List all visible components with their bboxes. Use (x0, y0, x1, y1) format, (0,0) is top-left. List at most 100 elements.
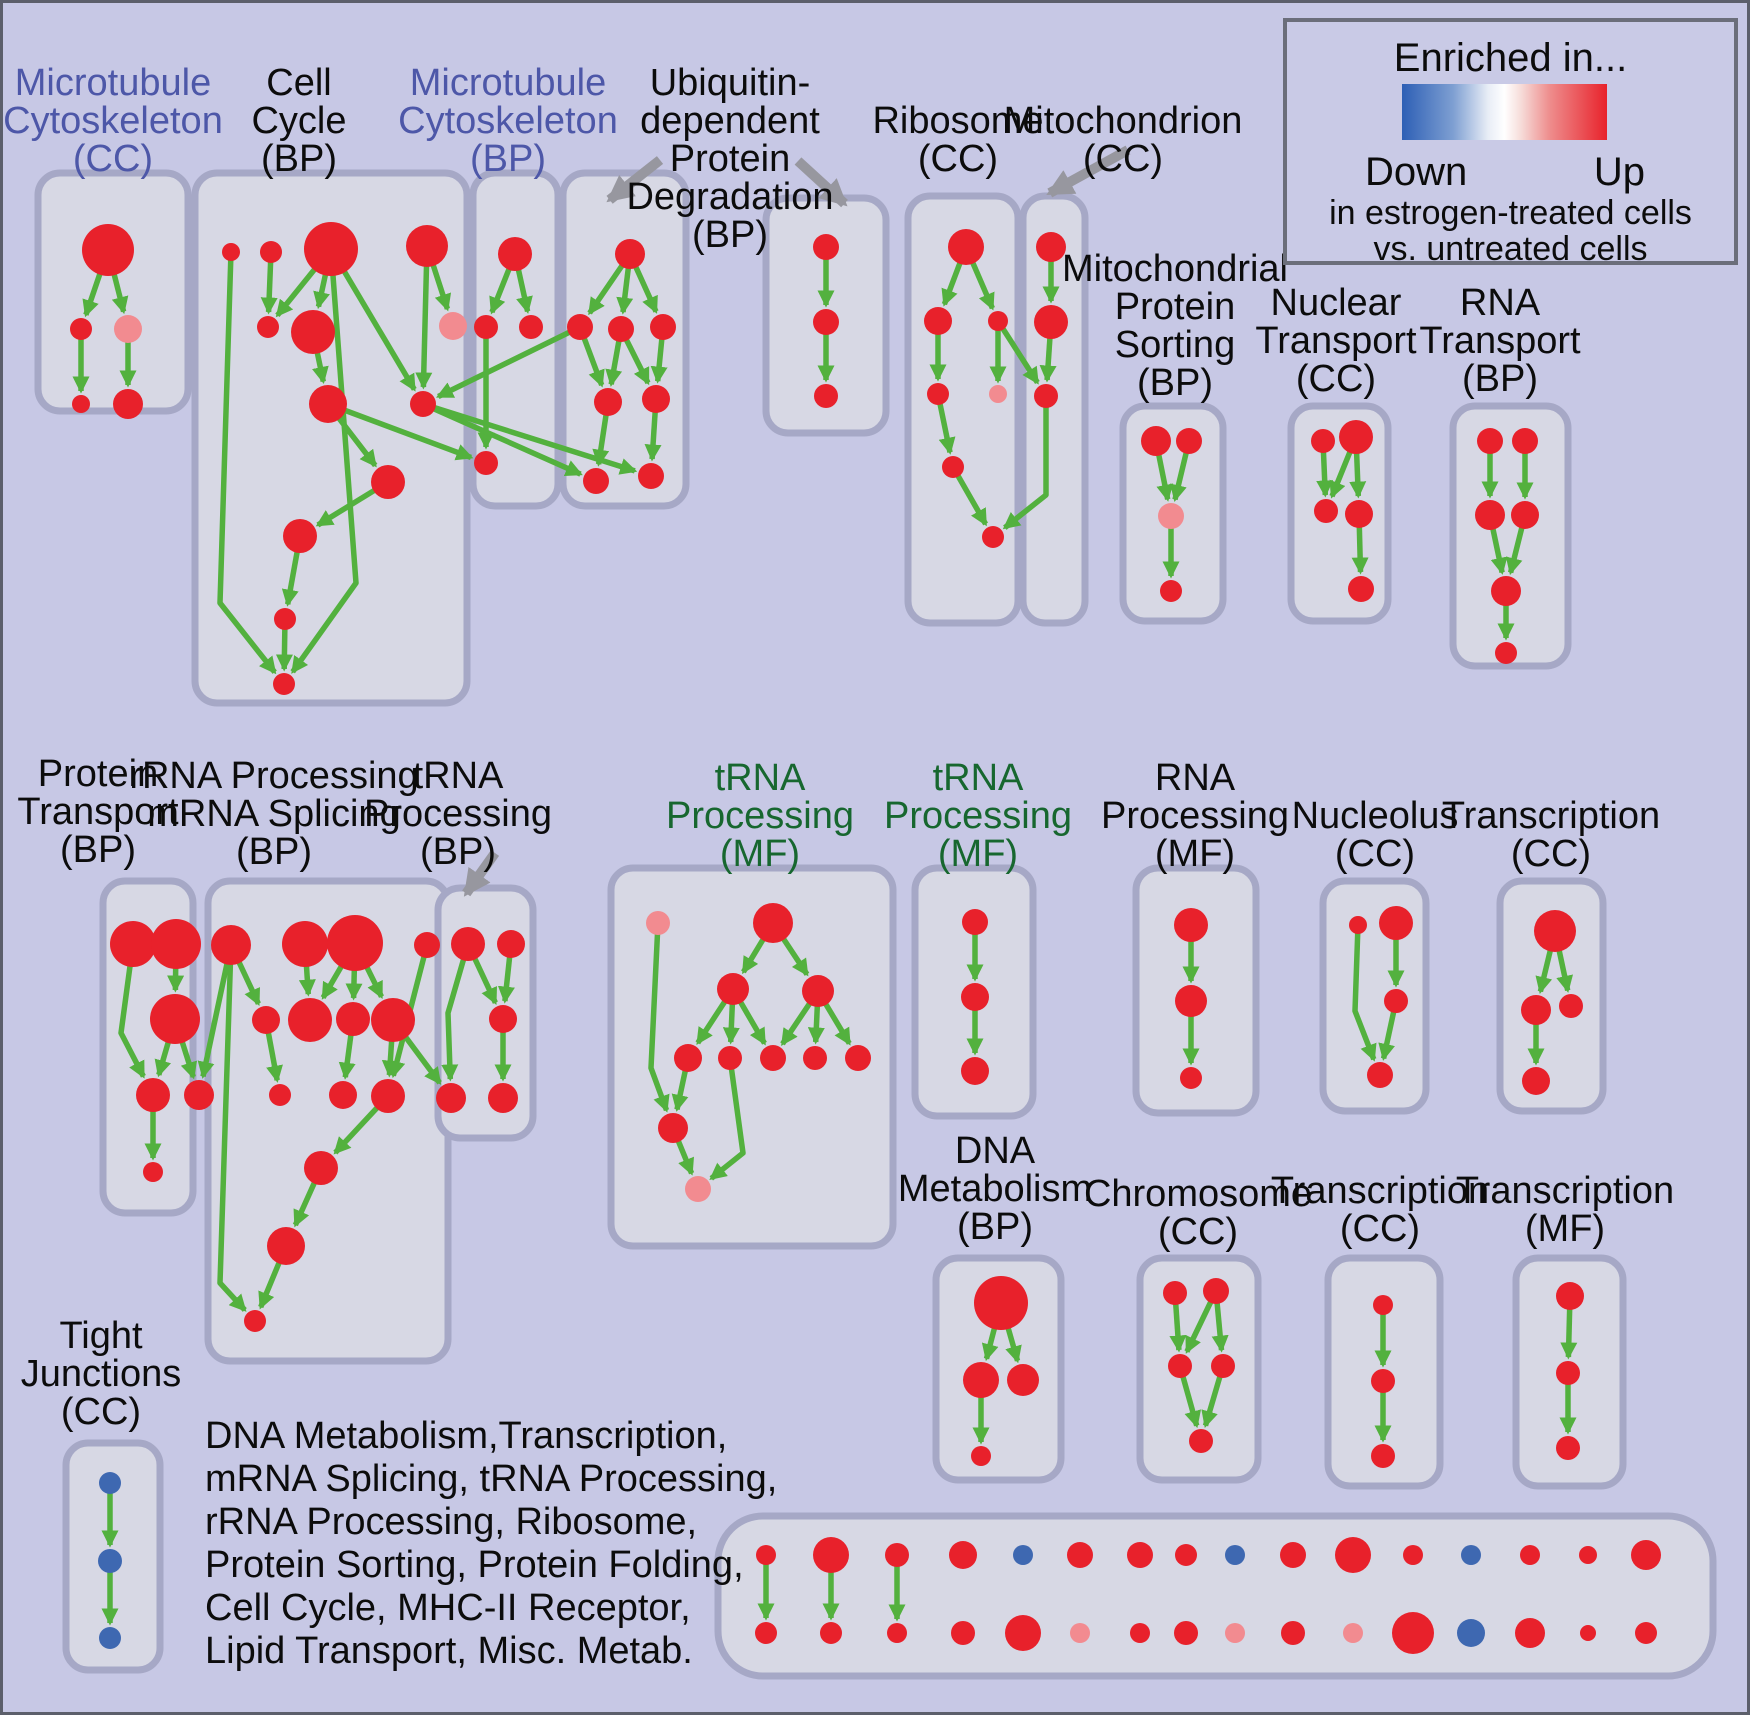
node (927, 383, 949, 405)
group-label-transcription-cc-low: Transcription (CC) (1271, 1170, 1489, 1250)
group-box-microtubule-cytoskeleton-cc (34, 169, 192, 415)
strip-node (820, 1622, 842, 1644)
node (971, 1446, 991, 1466)
group-label-line: (MF) (1155, 833, 1235, 875)
node (283, 519, 317, 553)
strip-node (1005, 1615, 1041, 1651)
node (1559, 994, 1583, 1018)
legend-up-label: Up (1593, 150, 1645, 194)
edge-arrow (1046, 145, 1131, 198)
group-label-line: Transport (17, 791, 179, 833)
group-label-line: Transport (1255, 320, 1417, 362)
edge-arrow (421, 401, 583, 477)
node (252, 1006, 280, 1034)
node (274, 608, 296, 630)
layer-nodes (70, 222, 1661, 1654)
group-label-line: Mitochondrial (1062, 248, 1288, 290)
legend-title: Enriched in... (1393, 36, 1628, 80)
strip-node (1457, 1619, 1485, 1647)
strip-node (1580, 1625, 1596, 1641)
group-label-line: (CC) (61, 1391, 141, 1433)
node (291, 310, 335, 354)
node (211, 925, 251, 965)
edge-arrow (328, 247, 417, 392)
edge-arrow (118, 943, 146, 1079)
strip-node (1225, 1545, 1245, 1565)
group-label-line: (MF) (1525, 1208, 1605, 1250)
group-label-line: (CC) (1340, 1208, 1420, 1250)
group-label-line: (BP) (957, 1206, 1033, 1248)
node (646, 911, 670, 935)
node (1176, 428, 1202, 454)
edge-arrow (436, 324, 582, 399)
node (961, 1057, 989, 1085)
edge-arrow (217, 944, 247, 1312)
node (583, 468, 609, 494)
node (244, 1310, 266, 1332)
group-label-line: Nucleolus (1292, 795, 1459, 837)
edge-arrow (1352, 924, 1377, 1062)
strip-node (1335, 1537, 1371, 1573)
group-label-rna-processing-mf: RNA Processing (MF) (1101, 757, 1289, 875)
legend-gradient-bar (1402, 84, 1607, 140)
group-label-line: (CC) (1511, 833, 1591, 875)
node (474, 315, 498, 339)
node (1522, 1067, 1550, 1095)
node (1556, 1436, 1580, 1460)
group-label-line: Transcription (1456, 1170, 1674, 1212)
strip-node (949, 1541, 977, 1569)
node (1371, 1369, 1395, 1393)
network-figure: Microtubule Cytoskeleton (CC)Cell Cycle (BP)… (3, 62, 1717, 1680)
node (1384, 989, 1408, 1013)
node (1534, 910, 1576, 952)
node (143, 1162, 163, 1182)
node (1175, 985, 1207, 1017)
strip-node (755, 1622, 777, 1644)
group-label-transcription-mf: Transcription (MF) (1456, 1170, 1674, 1250)
edge-arrow (462, 850, 500, 897)
strip-node (1515, 1618, 1545, 1648)
legend-subtitle-1: in estrogen-treated cells (1329, 194, 1692, 232)
node (98, 1549, 122, 1573)
edge-arrow (709, 1057, 746, 1181)
strip-node (887, 1623, 907, 1643)
strip-node (1392, 1612, 1434, 1654)
group-box-chromosome-cc (1136, 1254, 1262, 1484)
group-label-line: (CC) (73, 138, 153, 180)
group-label-ubiquitin-degradation-bp: Ubiquitin-dependent Protein Degradation (BP… (626, 62, 833, 256)
group-label-line: tRNA (715, 757, 806, 799)
strip-node (1343, 1623, 1363, 1643)
node (942, 456, 964, 478)
edge-arrow (995, 319, 1040, 385)
node (439, 312, 467, 340)
node (961, 983, 989, 1011)
node (1163, 1281, 1187, 1305)
node (288, 998, 332, 1042)
node (1339, 420, 1373, 454)
node (406, 225, 448, 267)
group-label-line: Transcription (1271, 1170, 1489, 1212)
strip-node (1127, 1542, 1153, 1568)
node (304, 222, 358, 276)
node (329, 1081, 357, 1109)
node (802, 975, 834, 1007)
group-label-line: Sorting (1115, 324, 1235, 366)
node (1036, 232, 1066, 262)
group-label-line: Protein (38, 753, 158, 795)
group-label-rrna-processing-mrna-splicing-bp: rRNA Processing mRNA Splicing (BP) (129, 755, 418, 873)
node (1158, 503, 1184, 529)
group-label-microtubule-cytoskeleton-bp: Microtubule Cytoskeleton (BP) (398, 62, 618, 180)
node (1521, 995, 1551, 1025)
node (718, 1046, 742, 1070)
group-box-transcription-cc-mid (1496, 877, 1607, 1115)
misc-clusters-annotation: DNA Metabolism,Transcription, mRNA Splic… (205, 1415, 777, 1673)
node (1556, 1282, 1584, 1310)
strip-node (1461, 1545, 1481, 1565)
group-label-line: mRNA Splicing (147, 793, 400, 835)
node (753, 903, 793, 943)
node (845, 1045, 871, 1071)
group-label-rna-transport-bp: RNA Transport (BP) (1419, 282, 1581, 400)
misc-line: Protein Sorting, Protein Folding, (205, 1544, 744, 1586)
group-label-line: RNA (1155, 757, 1236, 799)
